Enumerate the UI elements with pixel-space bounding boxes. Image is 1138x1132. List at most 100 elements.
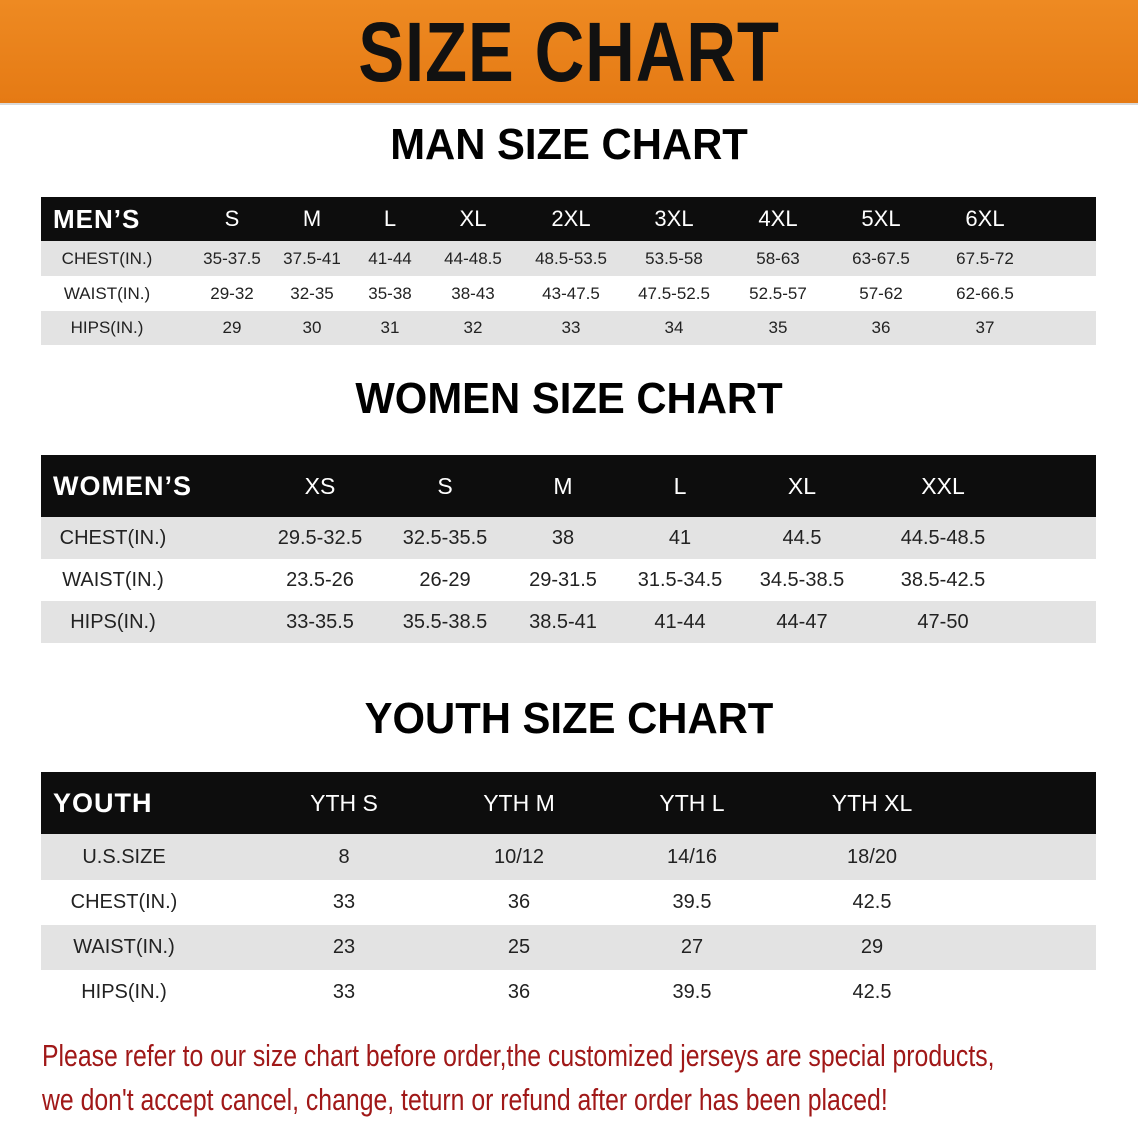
table-cell: 42.5 (852, 891, 892, 913)
banner-title: SIZE CHART (358, 5, 780, 99)
table-row: HIPS(IN.) 29 30 31 32 33 34 35 36 37 (41, 311, 1096, 345)
youth-header-row: YOUTH YTH S YTH M YTH L YTH XL (41, 772, 1096, 834)
size-header-cell: L (383, 206, 397, 231)
table-cell: 39.5 (672, 981, 712, 1003)
table-cell: 44.5-48.5 (900, 526, 986, 549)
table-title-cell: MEN’S (53, 203, 141, 234)
measurement-label: HIPS(IN.) (81, 981, 167, 1003)
table-cell: 26-29 (419, 568, 471, 591)
table-cell: 30 (302, 318, 322, 337)
youth-size-table: YOUTH YTH S YTH M YTH L YTH XL U.S.SIZE 8 10/12… (41, 772, 1096, 1015)
table-cell: 10/12 (493, 845, 545, 868)
size-header-cell: L (673, 472, 687, 499)
table-row: WAIST(IN.) 29-32 32-35 35-38 38-43 43-47.5 47.… (41, 276, 1096, 311)
table-cell: 38-43 (451, 283, 495, 303)
men-size-table: MEN’S S M L XL 2XL 3XL 4XL 5XL 6XL CHEST(IN.) 35-37… (41, 197, 1096, 345)
table-cell: 29 (222, 318, 242, 337)
table-cell: 29 (860, 936, 884, 958)
size-header-cell: YTH XL (831, 789, 913, 816)
table-cell: 52.5-57 (749, 283, 807, 303)
banner: SIZE CHART (0, 0, 1138, 105)
size-header-cell: YTH S (310, 789, 378, 816)
table-cell: 32-35 (290, 283, 334, 303)
table-cell: 33 (332, 981, 356, 1003)
size-header-cell: 3XL (654, 206, 694, 231)
table-row: HIPS(IN.) 33 36 39.5 42.5 (41, 970, 1096, 1015)
table-cell: 33-35.5 (286, 610, 354, 633)
measurement-label: HIPS(IN.) (70, 318, 144, 337)
table-cell: 34 (664, 318, 684, 337)
table-cell: 43-47.5 (542, 283, 600, 303)
notice-line-2: we don't accept cancel, change, teturn o… (42, 1082, 888, 1117)
men-section-title: MAN SIZE CHART (390, 120, 748, 169)
table-cell: 32.5-35.5 (402, 526, 488, 549)
table-cell: 38.5-42.5 (900, 568, 986, 591)
measurement-label: U.S.SIZE (82, 845, 166, 868)
table-cell: 25 (507, 936, 531, 958)
table-cell: 37 (975, 318, 995, 337)
size-header-cell: XL (459, 206, 487, 231)
size-header-cell: 6XL (965, 206, 1005, 231)
size-header-cell: S (437, 472, 453, 499)
table-cell: 18/20 (846, 845, 898, 868)
table-cell: 44.5 (782, 526, 822, 549)
table-row: CHEST(IN.) 33 36 39.5 42.5 (41, 880, 1096, 925)
table-cell: 67.5-72 (956, 248, 1014, 268)
table-cell: 53.5-58 (645, 248, 703, 268)
table-cell: 44-47 (776, 610, 828, 633)
youth-section-title: YOUTH SIZE CHART (364, 694, 774, 743)
size-header-cell: M (553, 472, 573, 499)
table-cell: 47.5-52.5 (638, 283, 710, 303)
table-cell: 35 (768, 318, 788, 337)
table-cell: 32 (463, 318, 483, 337)
size-header-cell: XXL (921, 472, 965, 499)
measurement-label: CHEST(IN.) (59, 526, 167, 549)
women-header-row: WOMEN’S XS S M L XL XXL (41, 455, 1096, 517)
table-cell: 33 (561, 318, 581, 337)
size-header-cell: M (302, 206, 322, 231)
table-title-cell: YOUTH (53, 787, 153, 818)
table-row: U.S.SIZE 8 10/12 14/16 18/20 (41, 834, 1096, 880)
table-cell: 31.5-34.5 (637, 568, 723, 591)
size-header-cell: 4XL (758, 206, 798, 231)
notice-line-1: Please refer to our size chart before or… (42, 1038, 995, 1073)
table-row: HIPS(IN.) 33-35.5 35.5-38.5 38.5-41 41-44 44-… (41, 601, 1096, 643)
table-row: WAIST(IN.) 23 25 27 29 (41, 925, 1096, 970)
table-cell: 58-63 (756, 248, 800, 268)
table-cell: 38.5-41 (529, 610, 597, 633)
table-cell: 47-50 (917, 610, 969, 633)
table-cell: 23 (332, 936, 356, 958)
table-title-cell: WOMEN’S (53, 470, 192, 501)
table-cell: 41 (668, 526, 692, 549)
measurement-label: HIPS(IN.) (70, 610, 156, 633)
women-size-table: WOMEN’S XS S M L XL XXL CHEST(IN.) 29.5-32.5 32.5… (41, 455, 1096, 643)
table-cell: 35-37.5 (203, 248, 261, 268)
table-cell: 37.5-41 (283, 248, 341, 268)
table-cell: 38 (551, 526, 575, 549)
measurement-label: WAIST(IN.) (63, 283, 151, 303)
table-cell: 14/16 (666, 845, 718, 868)
table-cell: 27 (680, 936, 704, 958)
table-cell: 31 (380, 318, 400, 337)
size-header-cell: YTH M (483, 789, 555, 816)
size-header-cell: 5XL (861, 206, 901, 231)
size-header-cell: 2XL (551, 206, 591, 231)
table-cell: 48.5-53.5 (535, 248, 607, 268)
table-cell: 36 (507, 891, 531, 913)
size-header-cell: XL (787, 472, 817, 499)
women-section-title: WOMEN SIZE CHART (355, 374, 783, 423)
table-cell: 39.5 (672, 891, 712, 913)
table-cell: 41-44 (654, 610, 706, 633)
table-cell: 36 (507, 981, 531, 1003)
table-cell: 33 (332, 891, 356, 913)
measurement-label: CHEST(IN.) (61, 248, 153, 268)
table-cell: 29.5-32.5 (277, 526, 363, 549)
table-cell: 62-66.5 (956, 283, 1014, 303)
table-cell: 34.5-38.5 (759, 568, 845, 591)
table-cell: 63-67.5 (852, 248, 910, 268)
table-row: CHEST(IN.) 29.5-32.5 32.5-35.5 38 41 44.5 44.5… (41, 517, 1096, 559)
table-cell: 35.5-38.5 (402, 610, 488, 633)
table-cell: 57-62 (859, 283, 903, 303)
table-cell: 29-32 (210, 283, 254, 303)
size-header-cell: S (224, 206, 240, 231)
